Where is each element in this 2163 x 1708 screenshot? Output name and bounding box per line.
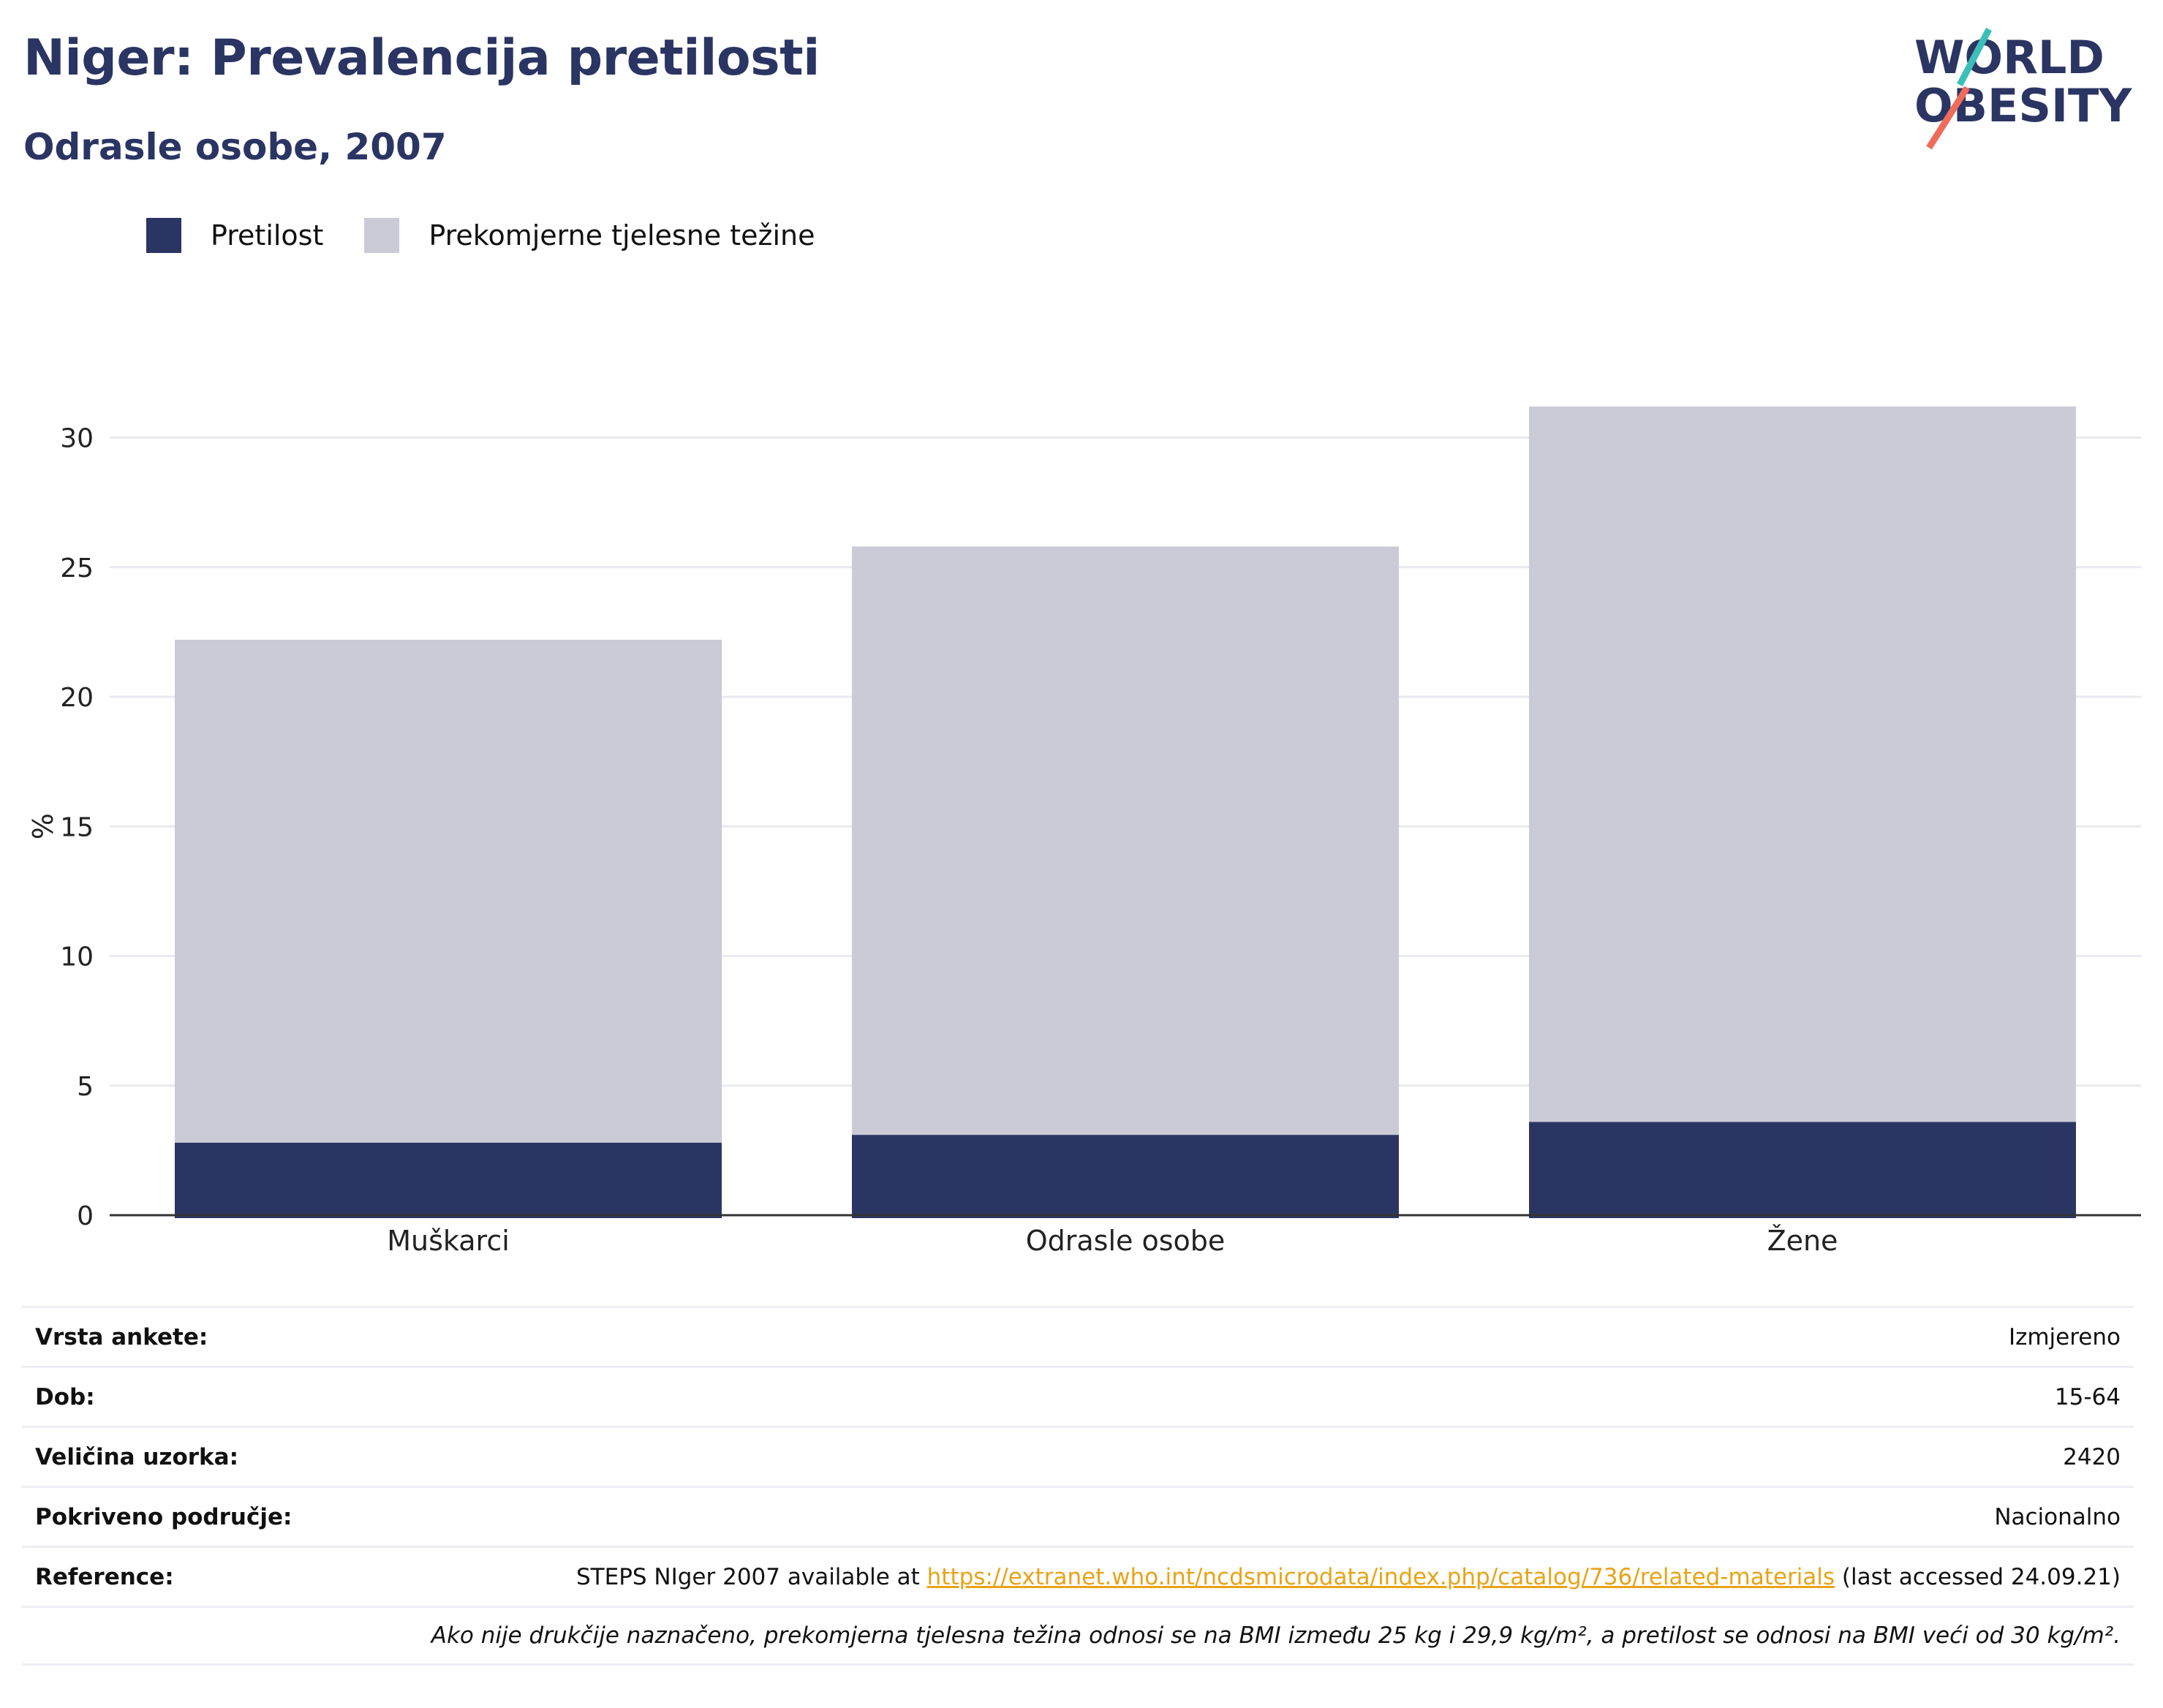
- logo-line1: WORLD: [1914, 31, 2105, 84]
- legend-label-obesity: Pretilost: [211, 219, 324, 252]
- bar-overweight: [852, 546, 1399, 1135]
- world-obesity-logo: WORLD OBESITY: [1914, 27, 2132, 150]
- bar-obesity: [852, 1135, 1399, 1218]
- y-tick-label: 30: [60, 424, 94, 454]
- reference-value: STEPS NIger 2007 available at https://ex…: [576, 1564, 2121, 1590]
- chart-legend: Pretilost Prekomjerne tjelesne težine: [146, 218, 856, 253]
- legend-swatch-overweight: [364, 218, 400, 253]
- legend-label-overweight: Prekomjerne tjelesne težine: [429, 219, 815, 252]
- meta-value: 2420: [2063, 1443, 2121, 1470]
- bar-overweight: [1529, 406, 2076, 1122]
- y-axis-label: %: [27, 813, 59, 839]
- reference-link[interactable]: https://extranet.who.int/ncdsmicrodata/i…: [926, 1563, 1835, 1590]
- legend-item-obesity[interactable]: Pretilost: [146, 218, 323, 253]
- y-tick-label: 5: [77, 1072, 94, 1102]
- meta-label: Veličina uzorka:: [35, 1443, 238, 1470]
- bar-chart: 0 5 10 15 20 25 30% Muškarci Odrasle osobe Žene: [27, 406, 2141, 1257]
- y-tick-label: 15: [60, 812, 94, 842]
- logo-line2: OBESITY: [1914, 79, 2132, 132]
- meta-label: Vrsta ankete:: [35, 1323, 208, 1350]
- y-tick-label: 10: [60, 942, 94, 972]
- x-tick-label: Muškarci: [387, 1225, 510, 1257]
- definition-note: Ako nije drukčije naznačeno, prekomjerna…: [431, 1622, 2121, 1649]
- reference-label: Reference:: [35, 1563, 174, 1590]
- x-tick-label: Žene: [1767, 1225, 1838, 1257]
- reference-suffix: (last accessed 24.09.21): [1835, 1563, 2121, 1590]
- meta-value: Nacionalno: [1994, 1503, 2121, 1530]
- y-tick-label: 25: [60, 553, 94, 583]
- meta-label: Pokriveno područje:: [35, 1503, 292, 1530]
- logo-teal-slash: [1957, 27, 1992, 87]
- page-title: Niger: Prevalencija pretilosti: [23, 29, 820, 87]
- meta-row: Dob: 15-64: [22, 1366, 2134, 1426]
- reference-row: Reference: STEPS NIger 2007 available at…: [22, 1546, 2134, 1606]
- legend-item-overweight[interactable]: Prekomjerne tjelesne težine: [364, 218, 815, 253]
- meta-label: Dob:: [35, 1383, 95, 1410]
- survey-info-table: Vrsta ankete: Izmjereno Dob: 15-64 Velič…: [22, 1306, 2134, 1666]
- meta-row: Veličina uzorka: 2420: [22, 1426, 2134, 1486]
- definition-note-row: Ako nije drukčije naznačeno, prekomjerna…: [22, 1606, 2134, 1666]
- bar-obesity: [1529, 1122, 2076, 1218]
- x-tick-label: Odrasle osobe: [1026, 1225, 1226, 1257]
- bar-obesity: [175, 1142, 722, 1218]
- reference-prefix: STEPS NIger 2007 available at: [576, 1563, 927, 1590]
- meta-value: 15-64: [2054, 1383, 2121, 1410]
- meta-value: Izmjereno: [2008, 1323, 2121, 1350]
- page-subtitle: Odrasle osobe, 2007: [23, 126, 447, 168]
- meta-row: Vrsta ankete: Izmjereno: [22, 1306, 2134, 1366]
- logo-coral-slash: [1926, 86, 1970, 150]
- y-tick-label: 20: [60, 683, 94, 713]
- meta-row: Pokriveno područje: Nacionalno: [22, 1486, 2134, 1546]
- legend-swatch-obesity: [146, 218, 181, 253]
- bar-overweight: [175, 640, 722, 1143]
- y-tick-label: 0: [77, 1201, 94, 1231]
